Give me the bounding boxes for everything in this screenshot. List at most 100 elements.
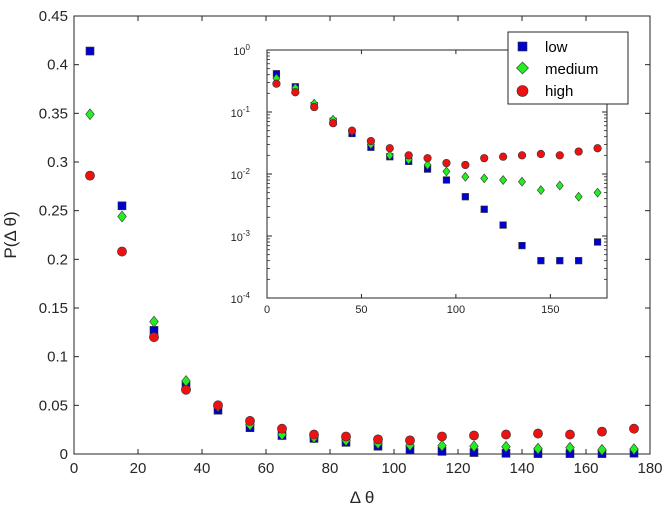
inset-point-low [556, 257, 564, 265]
inset-point-high [291, 88, 300, 97]
main-y-tick-label: 0 [60, 446, 68, 463]
inset-point-high [480, 154, 489, 163]
inset-point-low [442, 176, 451, 184]
legend: low medium high [507, 31, 629, 105]
main-point-high [149, 332, 159, 343]
inset-point-high [404, 151, 413, 160]
main-point-medium [149, 315, 159, 328]
main-point-high [85, 170, 95, 181]
inset-point-high [366, 136, 375, 146]
main-y-tick-label: 0.45 [39, 8, 68, 25]
main-point-medium [597, 443, 607, 456]
main-x-tick-label: 160 [573, 460, 598, 477]
main-point-low [85, 46, 95, 56]
main-x-tick-label: 100 [381, 460, 406, 477]
main-point-high [565, 429, 575, 440]
main-marks [85, 46, 639, 458]
main-y-tick-label: 0.25 [39, 203, 68, 220]
main-point-high [533, 428, 543, 439]
inset-point-medium [536, 185, 545, 196]
inset-x-tick-label: 50 [355, 304, 367, 316]
inset-point-high [555, 151, 564, 160]
main-x-tick-label: 140 [509, 460, 534, 477]
main-x-tick-label: 80 [322, 460, 339, 477]
inset-point-high [574, 147, 583, 156]
legend-label-low: low [545, 39, 568, 56]
main-point-medium [469, 440, 479, 453]
main-y-tick-label: 0.15 [39, 300, 68, 317]
main-x-axis-label: Δ θ [350, 488, 375, 507]
inset-point-high [442, 158, 451, 168]
inset-point-high [329, 119, 338, 128]
main-y-tick-label: 0.4 [47, 57, 68, 74]
main-point-high [341, 431, 351, 442]
inset-x-tick-label: 100 [447, 304, 465, 316]
main-point-medium [117, 210, 127, 223]
inset-point-low [499, 221, 507, 229]
main-y-tick-label: 0.35 [39, 105, 68, 122]
main-point-high [597, 426, 607, 437]
main-x-tick-label: 60 [258, 460, 275, 477]
inset-point-high [517, 151, 527, 160]
inset-point-medium [574, 191, 583, 202]
main-y-tick-label: 0.3 [47, 154, 68, 171]
main-point-high [277, 423, 287, 434]
inset-point-high [536, 149, 545, 159]
inset-point-low [518, 242, 526, 250]
main-x-tick-label: 0 [70, 460, 78, 477]
main-point-medium [501, 440, 511, 453]
inset-y-tick-label: 10-2 [231, 167, 251, 182]
main-x-tick-label: 180 [637, 460, 662, 477]
inset-x-tick-label: 150 [541, 304, 559, 316]
inset-point-high [593, 144, 602, 153]
main-x-tick-label: 40 [194, 460, 211, 477]
main-y-tick-label: 0.2 [47, 251, 68, 268]
inset-ticks: 0 50 100 150 100 10-1 10-2 10-3 10-4 [231, 43, 607, 316]
inset-point-medium [593, 187, 602, 198]
inset-point-medium [385, 150, 394, 161]
main-point-medium [277, 428, 287, 441]
main-point-high [309, 429, 319, 440]
main-x-tick-label: 20 [130, 460, 147, 477]
legend-label-high: high [545, 83, 573, 100]
main-y-tick-label: 0.05 [39, 397, 68, 414]
inset-marks [272, 70, 602, 265]
inset-point-high [310, 102, 319, 112]
legend-label-medium: medium [545, 61, 598, 78]
main-point-high [437, 431, 447, 442]
inset-point-low [575, 257, 583, 265]
inset-point-high [385, 144, 394, 153]
inset-y-tick-label: 10-3 [231, 229, 251, 244]
main-point-high [245, 416, 255, 426]
inset-point-medium [461, 171, 470, 182]
legend-marker-low [517, 41, 528, 52]
main-point-high [181, 384, 191, 395]
inset-y-tick-label: 10-4 [231, 291, 251, 306]
main-y-tick-label: 0.1 [47, 349, 68, 366]
main-point-high [117, 246, 127, 257]
main-point-medium [437, 439, 447, 452]
main-point-high [213, 400, 223, 411]
inset-point-low [480, 205, 488, 213]
inset-point-medium [423, 160, 432, 170]
inset-point-high [461, 160, 470, 170]
inset-point-low [593, 238, 602, 246]
main-point-medium [565, 441, 575, 454]
inset-point-high [272, 79, 281, 88]
inset-point-medium [555, 180, 564, 191]
main-point-high [373, 434, 383, 445]
inset-point-medium [518, 176, 526, 187]
inset-point-high [423, 154, 432, 163]
inset-point-medium [499, 175, 508, 185]
inset-point-high [347, 126, 357, 135]
main-y-axis-label: P(Δ θ) [1, 211, 20, 258]
main-x-tick-label: 120 [445, 460, 470, 477]
inset-point-low [461, 193, 469, 201]
main-point-low [117, 201, 127, 211]
main-point-medium [85, 108, 95, 121]
legend-marker-high [516, 85, 529, 97]
main-point-high [469, 430, 479, 441]
inset-point-low [537, 257, 545, 265]
main-ticks: 0 20 40 60 80 100 120 140 160 180 0 0.05 0.1 0.15 0.2 0… [39, 8, 663, 477]
